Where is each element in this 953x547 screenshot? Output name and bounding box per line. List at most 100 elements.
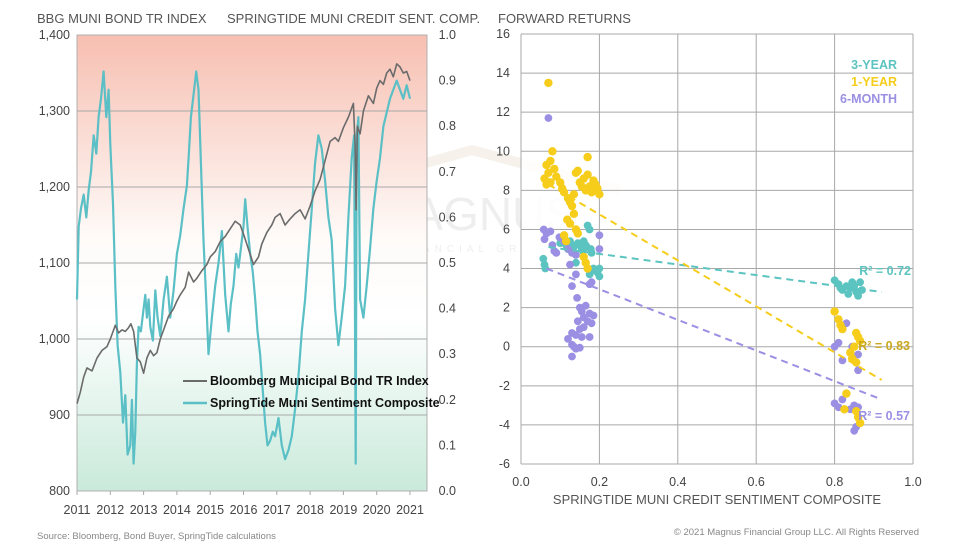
scatter-point-6-month xyxy=(834,338,843,347)
scatter-x-tick-label: 0.2 xyxy=(591,475,608,489)
right-y-tick-label: 0.2 xyxy=(439,393,456,407)
right-y-tick-label: 0.3 xyxy=(439,347,456,361)
left-x-tick-label: 2017 xyxy=(263,503,291,517)
scatter-y-tick-label: 0 xyxy=(503,340,510,354)
legend-label-1-year: 1-YEAR xyxy=(851,75,897,89)
scatter-point-6-month xyxy=(568,352,576,361)
watermark-sub: FINANCIAL GROUP xyxy=(392,244,558,255)
scatter-y-tick-label: 8 xyxy=(503,183,510,197)
trendline-3-year xyxy=(548,246,882,293)
scatter-y-tick-label: 16 xyxy=(496,27,510,41)
left-line-chart: BBG MUNI BOND TR INDEX SPRINGTIDE MUNI C… xyxy=(37,11,480,517)
left-x-tick-label: 2011 xyxy=(64,503,91,517)
left-y-tick-label: 1,100 xyxy=(39,256,70,270)
left-y-ticks: 1,400 1,300 1,200 1,100 1,000 900 800 xyxy=(39,28,70,498)
legend-label-sentiment: SpringTide Muni Sentiment Composite xyxy=(210,396,440,410)
scatter-point-6-month xyxy=(577,333,586,341)
scatter-point-1-year xyxy=(569,190,579,199)
scatter-y-tick-label: -4 xyxy=(499,418,510,432)
scatter-y-tick-label: -2 xyxy=(499,379,510,393)
scatter-point-3-year xyxy=(539,254,548,263)
right-y-tick-label: 0.4 xyxy=(439,302,456,316)
scatter-point-6-month xyxy=(587,278,596,287)
scatter-point-1-year xyxy=(550,164,559,174)
scatter-point-1-year xyxy=(569,209,579,218)
scatter-point-1-year xyxy=(583,264,592,273)
right-y-ticks: 16 14 12 10 8 6 4 2 0 -2 -4 -6 xyxy=(496,27,510,471)
scatter-y-tick-label: 6 xyxy=(503,222,510,236)
scatter-point-1-year xyxy=(855,418,865,428)
left-y2-ticks: 1.0 0.9 0.8 0.7 0.6 0.5 0.4 0.3 0.2 0.1 0.0 xyxy=(439,28,456,498)
scatter-point-6-month xyxy=(544,114,553,122)
scatter-point-6-month xyxy=(838,395,847,404)
scatter-point-6-month xyxy=(595,245,604,253)
scatter-point-1-year xyxy=(542,160,551,170)
scatter-y-tick-label: 12 xyxy=(496,105,510,119)
bond-index-line xyxy=(76,63,411,404)
scatter-point-3-year xyxy=(856,278,864,287)
left-y-tick-label: 1,300 xyxy=(39,104,70,118)
legend-item-sentiment: SpringTide Muni Sentiment Composite xyxy=(183,396,440,410)
scatter-point-1-year xyxy=(583,170,592,179)
right-x-ticks: 0.0 0.2 0.4 0.6 0.8 1.0 xyxy=(512,475,921,489)
scatter-point-1-year xyxy=(567,201,577,211)
left-x-tick-label: 2013 xyxy=(130,503,158,517)
scatter-point-1-year xyxy=(548,147,557,156)
right-axis-title: SPRINGTIDE MUNI CREDIT SENT. COMP. xyxy=(227,11,480,26)
right-y-tick-label: 0.8 xyxy=(439,119,456,133)
legend-item-bond-index: Bloomberg Municipal Bond TR Index xyxy=(183,374,429,388)
scatter-point-3-year xyxy=(587,249,596,257)
scatter-point-6-month xyxy=(568,329,576,337)
legend-label-bond-index: Bloomberg Municipal Bond TR Index xyxy=(210,374,429,388)
scatter-point-1-year xyxy=(595,190,604,199)
source-note: Source: Bloomberg, Bond Buyer, SpringTid… xyxy=(37,531,276,542)
trendline-1-year xyxy=(547,183,883,381)
scatter-point-3-year xyxy=(541,264,550,273)
scatter-point-6-month xyxy=(573,317,582,326)
left-x-tick-label: 2020 xyxy=(363,503,391,517)
scatter-point-3-year xyxy=(854,292,862,300)
scatter-point-1-year xyxy=(573,166,582,175)
scatter-y-tick-label: 2 xyxy=(503,301,510,315)
scatter-point-1-year xyxy=(546,178,555,187)
left-x-tick-label: 2014 xyxy=(163,503,191,517)
right-y-tick-label: 0.9 xyxy=(439,74,456,88)
scatter-point-6-month xyxy=(581,301,590,310)
right-y-tick-label: 0.0 xyxy=(439,484,456,498)
left-x-ticks: 2011 2012 2013 2014 2015 2016 2017 2018 2019 2020… xyxy=(64,491,424,517)
scatter-point-1-year xyxy=(855,336,865,346)
left-x-tick-label: 2016 xyxy=(230,503,258,517)
scatter-point-6-month xyxy=(552,249,561,257)
scatter-point-1-year xyxy=(850,342,859,351)
scatter-y-tick-label: 4 xyxy=(503,262,510,276)
scatter-point-3-year xyxy=(595,264,604,273)
scatter-point-3-year xyxy=(585,225,594,234)
scatter-y-tick-label: 14 xyxy=(496,66,510,80)
left-x-tick-label: 2019 xyxy=(329,503,357,517)
scatter-point-6-month xyxy=(579,323,588,332)
scatter-point-6-month xyxy=(585,333,594,341)
legend-label-3-year: 3-YEAR xyxy=(851,58,897,72)
right-y-tick-label: 1.0 xyxy=(439,28,456,42)
r2-label-1-year: R² = 0.83 xyxy=(858,339,910,353)
scatter-point-1-year xyxy=(573,229,582,238)
scatter-point-6-month xyxy=(595,231,604,240)
scatter-point-1-year xyxy=(840,405,849,414)
r2-label-3-year: R² = 0.72 xyxy=(859,264,911,278)
scatter-x-tick-label: 0.8 xyxy=(826,475,843,489)
scatter-x-tick-label: 0.6 xyxy=(748,475,765,489)
scatter-point-6-month xyxy=(564,335,572,343)
right-y-tick-label: 0.1 xyxy=(439,438,456,452)
right-chart-title: FORWARD RETURNS xyxy=(498,11,631,26)
scatter-point-1-year xyxy=(838,324,847,334)
scatter-point-6-month xyxy=(589,311,598,320)
scatter-point-1-year xyxy=(544,78,553,88)
scatter-point-6-month xyxy=(577,307,586,316)
legend-label-6-month: 6-MONTH xyxy=(840,92,897,106)
left-y-tick-label: 1,200 xyxy=(39,180,70,194)
scatter-point-6-month xyxy=(573,294,581,302)
scatter-point-6-month xyxy=(568,282,576,290)
scatter-point-6-month xyxy=(854,350,862,359)
scatter-x-tick-label: 0.4 xyxy=(669,475,686,489)
